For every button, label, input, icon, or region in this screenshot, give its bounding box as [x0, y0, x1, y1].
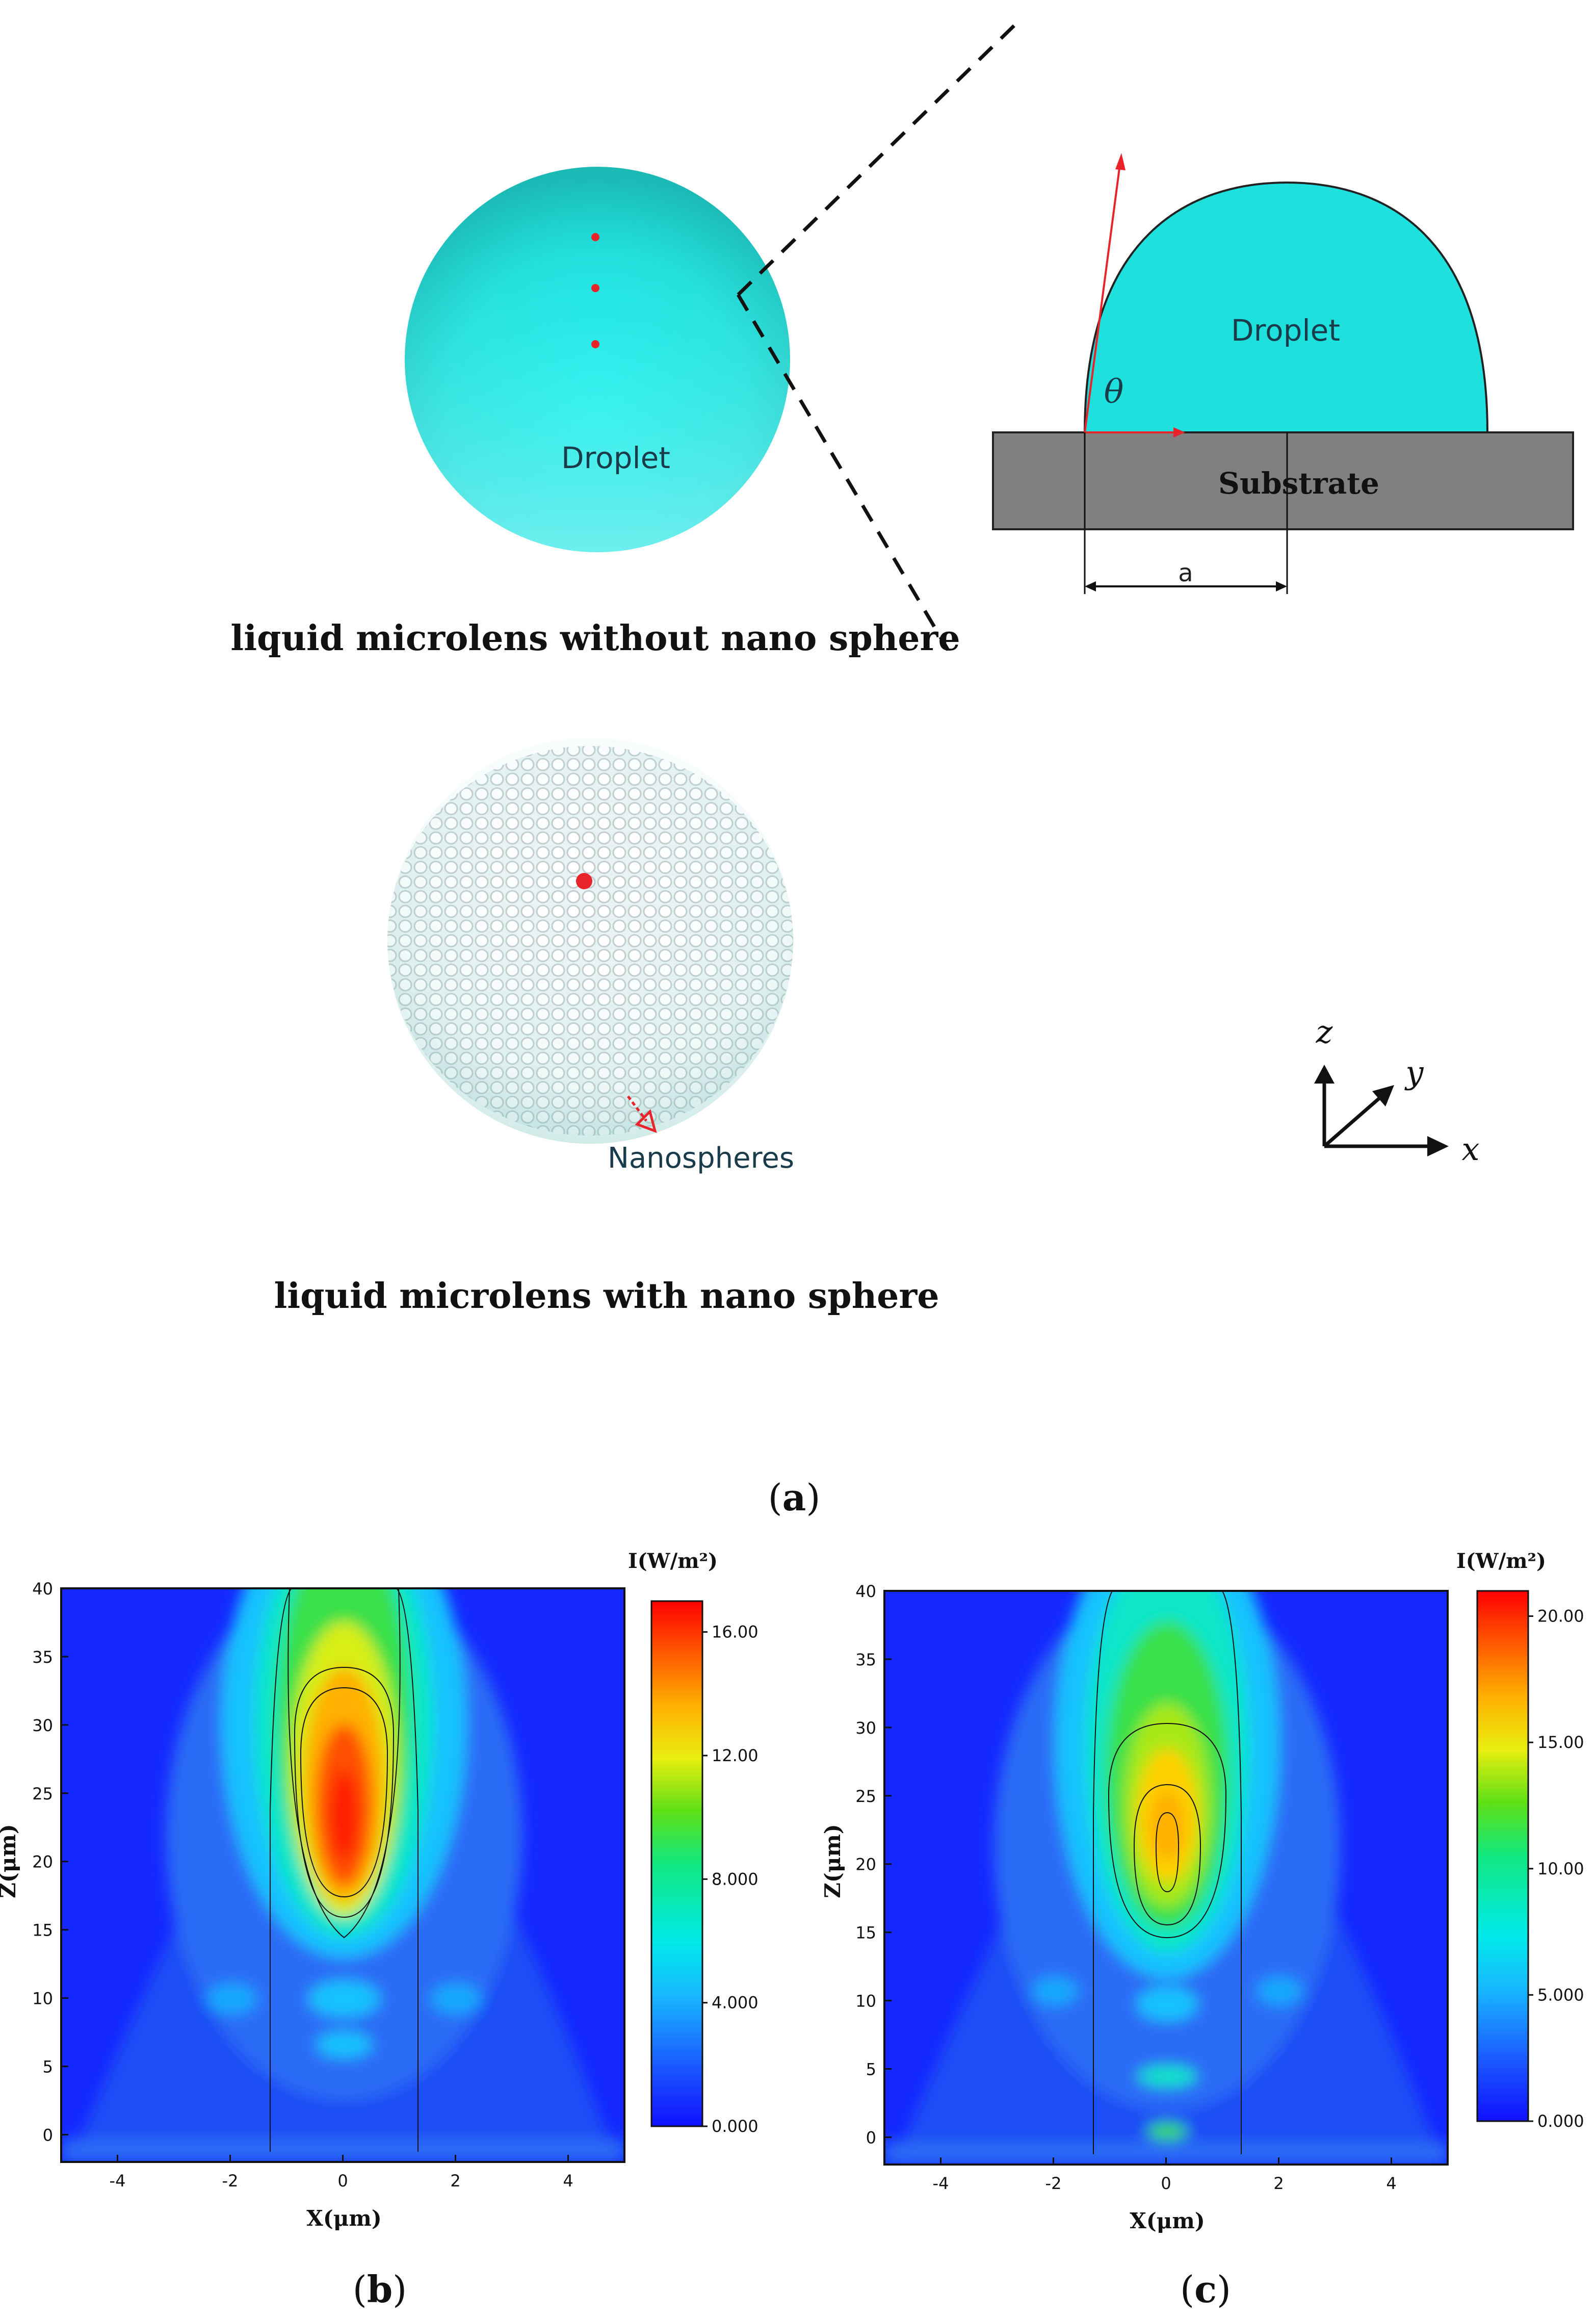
y-tick-label: 0: [43, 2125, 53, 2145]
colorbar-tick-label: 5.000: [1537, 1985, 1584, 2004]
contact-angle-label: θ: [1104, 373, 1124, 411]
panel-a-caption: (a): [768, 1476, 821, 1519]
panel-a: Droplet liquid microlens without nano sp…: [230, 19, 1574, 1519]
colorbar-tick-label: 8.000: [712, 1869, 758, 1889]
y-tick-label: 35: [855, 1650, 876, 1669]
nanosphere-droplet: Nanospheres: [387, 738, 794, 1175]
y-tick-label: 30: [855, 1718, 876, 1738]
ylabel-b: Z(μm): [0, 1824, 20, 1898]
heatmap-b: [61, 1588, 624, 2162]
coordinate-axes: z y x: [1314, 1013, 1480, 1168]
focus-marker: [591, 340, 599, 348]
y-tick-label: 30: [32, 1716, 53, 1735]
focus-marker: [591, 233, 599, 241]
panel-b-caption: (b): [353, 2268, 407, 2311]
tangent-arrowhead: [1115, 153, 1126, 170]
substrate-label: Substrate: [1218, 466, 1379, 501]
x-tick-label: -2: [1045, 2174, 1062, 2193]
substrate: [992, 431, 1574, 530]
axis-y-label: y: [1404, 1054, 1424, 1091]
axis-z-label: z: [1316, 1013, 1333, 1050]
caption-without-nanosphere: liquid microlens without nano sphere: [230, 618, 960, 659]
panel-c-caption: (c): [1180, 2268, 1231, 2311]
y-tick-label: 20: [32, 1852, 53, 1872]
y-tick-label: 15: [32, 1921, 53, 1940]
colorbar-tick-label: 4.000: [712, 1993, 758, 2013]
y-tick-label: 20: [855, 1855, 876, 1874]
x-tick-label: -4: [110, 2171, 126, 2191]
x-tick-label: 4: [1386, 2174, 1396, 2193]
axis-x-label: x: [1462, 1130, 1480, 1168]
colorbar-title-b: I(W/m²): [628, 1549, 718, 1573]
zoom-line-upper: [737, 19, 1021, 296]
panel-c-letter: c: [1194, 2268, 1217, 2311]
x-tick-label: 0: [337, 2171, 348, 2191]
x-tick-label: -2: [222, 2171, 239, 2191]
heatmap-c: [884, 1591, 1448, 2165]
width-label: a: [1178, 559, 1193, 587]
zoom-line-lower: [736, 294, 950, 651]
colorbar-c: [1476, 1590, 1529, 2122]
colorbar-tick-label: 20.00: [1537, 1607, 1584, 1626]
colorbar-tick-label: 0.000: [712, 2117, 758, 2136]
droplet-side-view: Droplet Substrate θ a: [992, 153, 1574, 594]
nanospheres-label: Nanospheres: [608, 1142, 794, 1175]
dim-arrowhead-right: [1276, 581, 1287, 591]
nanosphere-pointer-head: [635, 1109, 657, 1134]
panel-b-letter: b: [367, 2268, 393, 2311]
colorbar-tick-label: 15.00: [1537, 1733, 1584, 1752]
y-tick-label: 10: [855, 1992, 876, 2011]
colorbar-b: [650, 1600, 703, 2127]
x-tick-label: 0: [1161, 2174, 1171, 2193]
y-tick-label: 5: [43, 2057, 53, 2077]
colorbar-ticks-b: 0.000 4.000 8.000 12.00 16.00: [702, 1622, 758, 2136]
y-tick-label: 10: [32, 1989, 53, 2008]
colorbar-tick-label: 10.00: [1537, 1859, 1584, 1878]
y-tick-label: 15: [855, 1923, 876, 1943]
y-tick-label: 25: [32, 1784, 53, 1804]
y-tick-label: 5: [866, 2060, 876, 2079]
colorbar-tick-label: 12.00: [712, 1746, 758, 1765]
colorbar-tick-label: 0.000: [1537, 2111, 1584, 2131]
dim-arrowhead-left: [1085, 581, 1096, 591]
droplet-top-view: Droplet: [405, 167, 790, 552]
xlabel-c: X(μm): [1130, 2208, 1205, 2233]
x-tick-label: 2: [1273, 2174, 1284, 2193]
y-tick-label: 35: [32, 1647, 53, 1667]
colorbar-ticks-c: 0.000 5.000 10.00 15.00 20.00: [1528, 1607, 1584, 2131]
colorbar-title-c: I(W/m²): [1456, 1549, 1546, 1573]
ylabel-c: Z(μm): [820, 1824, 845, 1898]
panel-a-letter: a: [782, 1476, 806, 1519]
xlabel-b: X(μm): [306, 2206, 382, 2231]
focus-marker: [576, 873, 592, 889]
y-tick-label: 25: [855, 1787, 876, 1806]
x-tick-label: -4: [933, 2174, 949, 2193]
focus-marker: [591, 284, 599, 292]
y-tick-label: 40: [32, 1579, 53, 1599]
baseline-arrowhead: [1173, 427, 1185, 437]
tangent-vector: [1084, 160, 1121, 433]
caption-with-nanosphere: liquid microlens with nano sphere: [274, 1276, 939, 1317]
x-tick-label: 2: [450, 2171, 460, 2191]
x-tick-label: 4: [563, 2171, 573, 2191]
droplet-side-label: Droplet: [1231, 313, 1340, 348]
y-tick-label: 40: [855, 1582, 876, 1601]
colorbar-tick-label: 16.00: [712, 1622, 758, 1642]
y-tick-label: 0: [866, 2128, 876, 2147]
droplet-top-label: Droplet: [561, 441, 670, 475]
